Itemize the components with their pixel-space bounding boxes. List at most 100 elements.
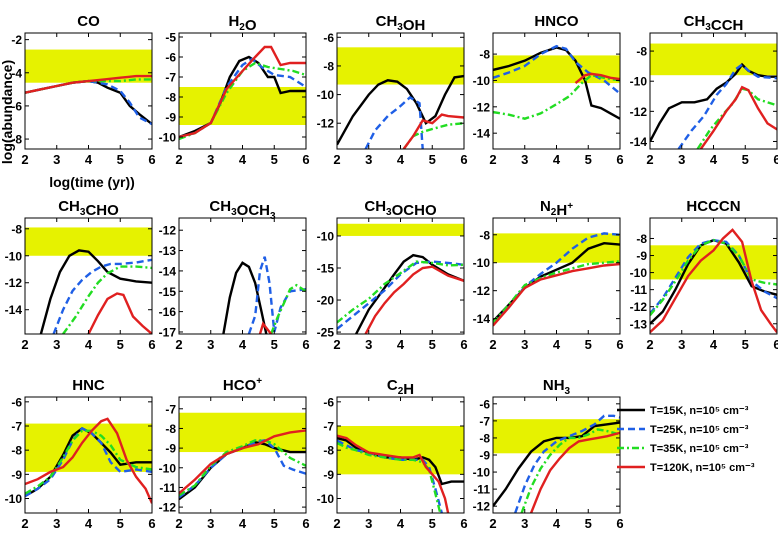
panel-9: 2 3 4 5 6 -13 -12 -11 -10 -9 -8 HCCCN (630, 198, 778, 352)
panel-title: CH3CCH (684, 13, 744, 34)
x-tick-label: 6 (616, 516, 623, 531)
y-tick-label: -10 (473, 466, 491, 480)
panel-title: CH3CHO (58, 198, 119, 219)
y-tick-label: -12 (317, 117, 335, 131)
x-tick-label: 5 (117, 152, 124, 167)
x-tick-label: 5 (742, 337, 749, 352)
y-tick-label: -12 (473, 284, 491, 298)
y-tick-label: -8 (479, 431, 490, 445)
y-tick-label: -6 (11, 99, 22, 113)
x-tick-label: 6 (616, 152, 623, 167)
series-line-0 (493, 421, 620, 507)
series-line-3 (402, 113, 464, 149)
panel-title: CH3OH (376, 13, 426, 34)
series-line-3 (179, 429, 306, 495)
shared-x-label: log(time (yr)) (49, 174, 135, 190)
x-tick-label: 4 (239, 152, 247, 167)
y-tick-label: -14 (473, 312, 491, 326)
x-tick-label: 5 (429, 152, 436, 167)
panel-title: NH3 (543, 377, 571, 397)
x-tick-label: 6 (616, 337, 623, 352)
series-line-2 (337, 441, 442, 513)
x-tick-label: 5 (271, 337, 278, 352)
legend-label: T=25K, n=10⁵ cm⁻³ (650, 424, 749, 436)
x-tick-label: 5 (429, 516, 436, 531)
x-tick-label: 3 (365, 337, 372, 352)
y-tick-label: -9 (479, 449, 490, 463)
y-tick-label: -10 (473, 256, 491, 270)
x-tick-label: 6 (148, 152, 155, 167)
series-line-2 (337, 260, 464, 324)
series-line-1 (52, 258, 152, 334)
series-line-1 (493, 232, 620, 326)
y-tick-label: -12 (473, 500, 491, 514)
y-tick-label: -8 (636, 232, 647, 246)
x-tick-label: 3 (53, 152, 60, 167)
x-tick-label: 2 (489, 337, 496, 352)
y-tick-label: -2 (11, 33, 22, 47)
panel-title: H2O (228, 13, 256, 34)
x-tick-label: 2 (21, 152, 28, 167)
panel-title: CH3OCHO (364, 198, 437, 219)
y-tick-label: -12 (159, 224, 177, 238)
series-line-1 (25, 426, 152, 498)
y-tick-label: -8 (323, 59, 334, 73)
x-tick-label: 2 (333, 516, 340, 531)
x-tick-label: 4 (85, 337, 93, 352)
y-tick-label: -8 (165, 91, 176, 105)
shared-y-label-text: log(abundance) (0, 60, 15, 164)
panels: 2 3 4 5 6 -8 -6 -4 -2 CO 2 3 4 5 6 -10 -9 -8 -7 -6 -5 H2O 2 3 4 5… (5, 13, 778, 531)
y-tick-label: -9 (165, 442, 176, 456)
x-tick-label: 4 (553, 337, 561, 352)
x-tick-label: 4 (397, 337, 405, 352)
series-line-2 (650, 238, 777, 316)
y-tick-label: -6 (479, 397, 490, 411)
series-line-2 (493, 73, 620, 120)
y-tick-label: -8 (165, 422, 176, 436)
x-tick-label: 4 (710, 337, 718, 352)
y-tick-label: -7 (479, 414, 490, 428)
panel-6: 2 3 4 5 6 -17 -16 -15 -14 -13 -12 CH3OCH3 (159, 198, 310, 352)
series-line-3 (493, 262, 620, 327)
panel-11: 2 3 4 5 6 -12 -11 -10 -9 -8 -7 HCO+ (159, 376, 310, 531)
y-tick-label: -15 (317, 261, 335, 275)
x-tick-label: 3 (365, 152, 372, 167)
x-tick-label: 2 (489, 516, 496, 531)
y-tick-label: -10 (159, 131, 177, 145)
panel-10: 2 3 4 5 6 -10 -9 -8 -7 -6 HNC (5, 377, 156, 531)
observed-range-band (337, 47, 464, 85)
panel-2: 2 3 4 5 6 -12 -10 -8 -6 CH3OH (317, 13, 468, 167)
x-tick-label: 6 (460, 516, 467, 531)
panel-title: HCCCN (686, 198, 740, 215)
series-line-3 (25, 417, 152, 504)
y-tick-label: -14 (5, 303, 23, 317)
x-tick-label: 2 (175, 516, 182, 531)
x-tick-label: 3 (521, 516, 528, 531)
observed-range-band (650, 43, 777, 76)
panel-13: 2 3 4 5 6 -12 -11 -10 -9 -8 -7 -6 NH3 (473, 377, 624, 531)
x-tick-label: 3 (207, 152, 214, 167)
series-line-3 (25, 74, 152, 94)
axes-frame (492, 32, 621, 150)
y-tick-label: -14 (473, 127, 491, 141)
observed-range-band (493, 55, 620, 84)
panel-title: CH3OCH3 (209, 198, 276, 222)
legend-label: T=15K, n=10⁵ cm⁻³ (650, 405, 749, 417)
series-line-0 (222, 261, 268, 334)
x-tick-label: 5 (742, 152, 749, 167)
x-tick-label: 5 (117, 337, 124, 352)
x-tick-label: 2 (21, 516, 28, 531)
y-tick-label: -12 (159, 501, 177, 515)
y-tick-label: -11 (630, 283, 647, 297)
x-tick-label: 3 (53, 516, 60, 531)
y-tick-label: -8 (11, 133, 22, 147)
y-tick-label: -10 (5, 492, 23, 506)
x-tick-label: 6 (302, 152, 309, 167)
y-tick-label: -14 (630, 135, 648, 149)
legend: T=15K, n=10⁵ cm⁻³ T=25K, n=10⁵ cm⁻³ T=35K,… (617, 405, 755, 474)
series-line-3 (179, 45, 306, 139)
x-tick-label: 2 (646, 337, 653, 352)
y-tick-label: -10 (317, 229, 335, 243)
y-tick-label: -8 (323, 444, 334, 458)
